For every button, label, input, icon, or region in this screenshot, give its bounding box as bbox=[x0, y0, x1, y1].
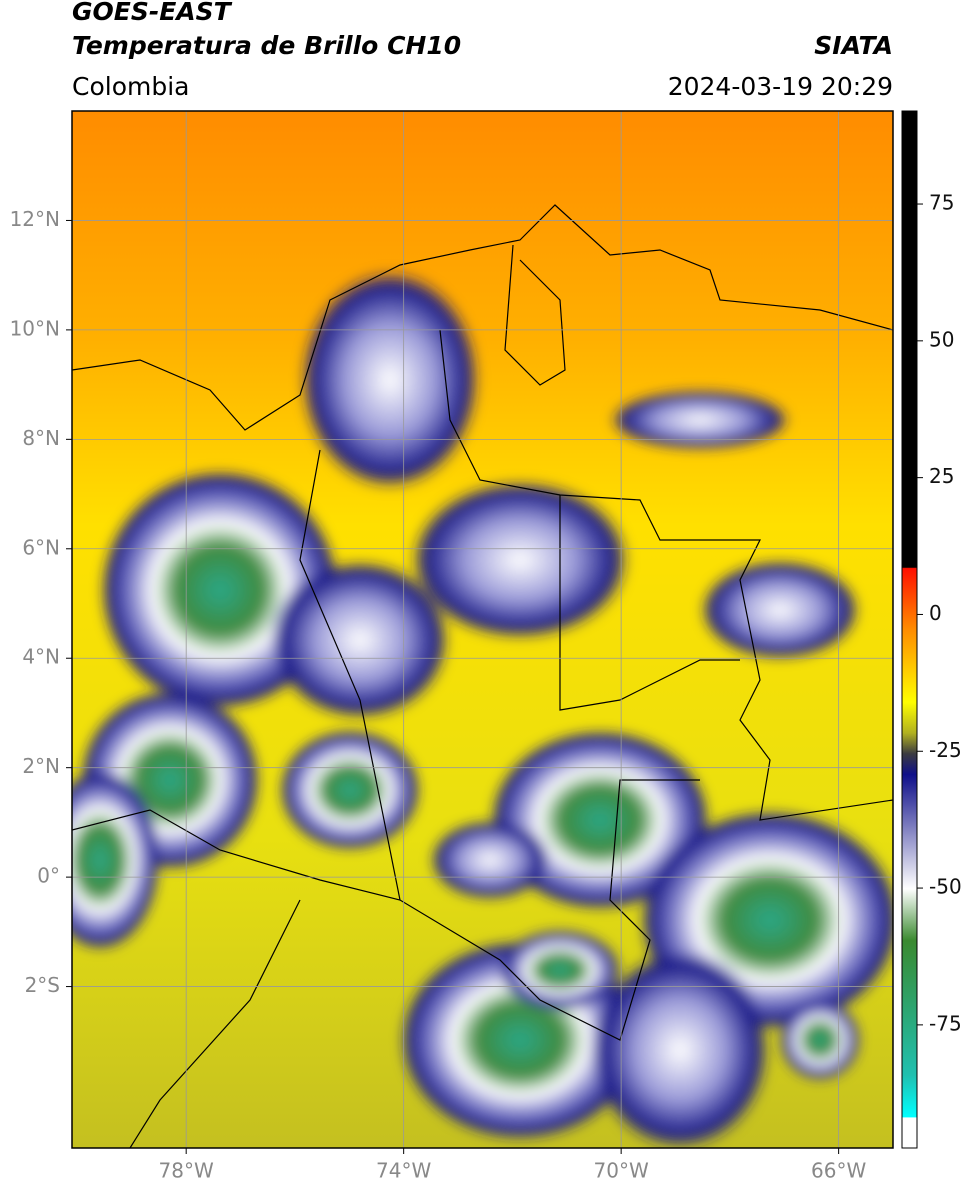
colorbar-label: -50 bbox=[929, 875, 962, 899]
x-tick-label: 78°W bbox=[159, 1159, 214, 1183]
datetime: 2024-03-19 20:29 bbox=[668, 72, 893, 101]
title: GOES-EAST bbox=[72, 0, 233, 26]
y-tick-label: 0° bbox=[37, 864, 60, 888]
y-tick-label: 4°N bbox=[22, 645, 60, 669]
colorbar-label: 0 bbox=[929, 601, 942, 625]
x-tick-label: 70°W bbox=[594, 1159, 649, 1183]
y-tick-label: 2°S bbox=[25, 973, 60, 997]
colorbar bbox=[901, 110, 918, 1149]
colorbar-label: 75 bbox=[929, 191, 954, 215]
satellite-image bbox=[72, 111, 893, 1148]
subtitle: Temperatura de Brillo CH10 bbox=[72, 31, 461, 60]
source: SIATA bbox=[814, 31, 893, 60]
x-tick-label: 66°W bbox=[811, 1159, 866, 1183]
y-tick-label: 10°N bbox=[10, 316, 60, 340]
y-tick-label: 8°N bbox=[22, 426, 60, 450]
y-tick-label: 6°N bbox=[22, 535, 60, 559]
map-frame bbox=[71, 110, 894, 1149]
y-tick-label: 2°N bbox=[22, 754, 60, 778]
colorbar-label: -75 bbox=[929, 1011, 962, 1035]
region: Colombia bbox=[72, 72, 189, 101]
colorbar-label: 25 bbox=[929, 464, 954, 488]
colorbar-label: -25 bbox=[929, 738, 962, 762]
x-tick-label: 74°W bbox=[376, 1159, 431, 1183]
colorbar-label: 50 bbox=[929, 327, 954, 351]
y-tick-label: 12°N bbox=[10, 207, 60, 231]
